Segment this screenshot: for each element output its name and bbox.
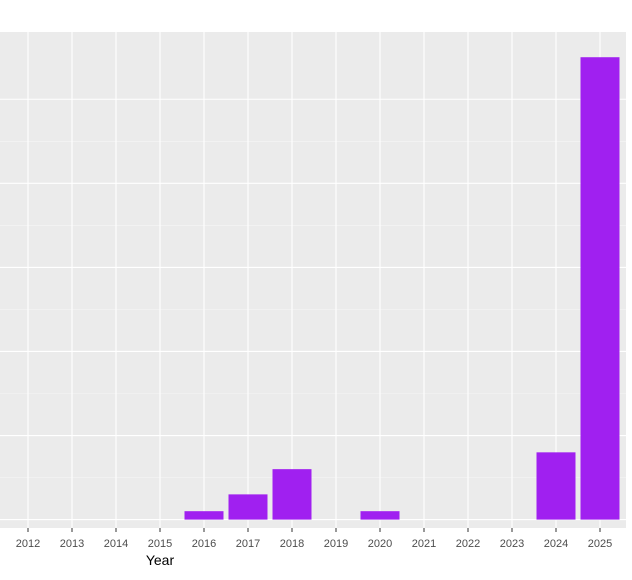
bar-2016 bbox=[184, 511, 224, 520]
x-tick-label: 2023 bbox=[500, 538, 524, 550]
x-tick-label: 2025 bbox=[588, 538, 612, 550]
x-tick-label: 2018 bbox=[280, 538, 304, 550]
x-tick-label: 2016 bbox=[192, 538, 216, 550]
x-tick-label: 2020 bbox=[368, 538, 392, 550]
x-tick-label: 2021 bbox=[412, 538, 436, 550]
x-tick-label: 2013 bbox=[60, 538, 84, 550]
x-tick-label: 2019 bbox=[324, 538, 348, 550]
x-axis-ticks bbox=[27, 528, 601, 532]
x-tick-label: 2014 bbox=[104, 538, 128, 550]
bar-2017 bbox=[228, 494, 268, 520]
minor-gridlines bbox=[0, 140, 626, 478]
plot-panel bbox=[0, 32, 626, 528]
x-tick-label: 2024 bbox=[544, 538, 568, 550]
bars bbox=[184, 57, 620, 520]
x-tick-label: 2015 bbox=[148, 538, 172, 550]
x-axis-tick-labels: 2012 2013 2014 2015 2016 2017 2018 2019 2020 2021… bbox=[16, 538, 612, 550]
x-tick-label: 2022 bbox=[456, 538, 480, 550]
bar-2020 bbox=[360, 511, 400, 520]
bar-2018 bbox=[272, 469, 312, 520]
x-tick-label: 2012 bbox=[16, 538, 40, 550]
bar-2024 bbox=[536, 452, 576, 520]
x-axis-title: Year bbox=[146, 552, 175, 568]
bar-2025 bbox=[580, 57, 620, 520]
x-tick-label: 2017 bbox=[236, 538, 260, 550]
